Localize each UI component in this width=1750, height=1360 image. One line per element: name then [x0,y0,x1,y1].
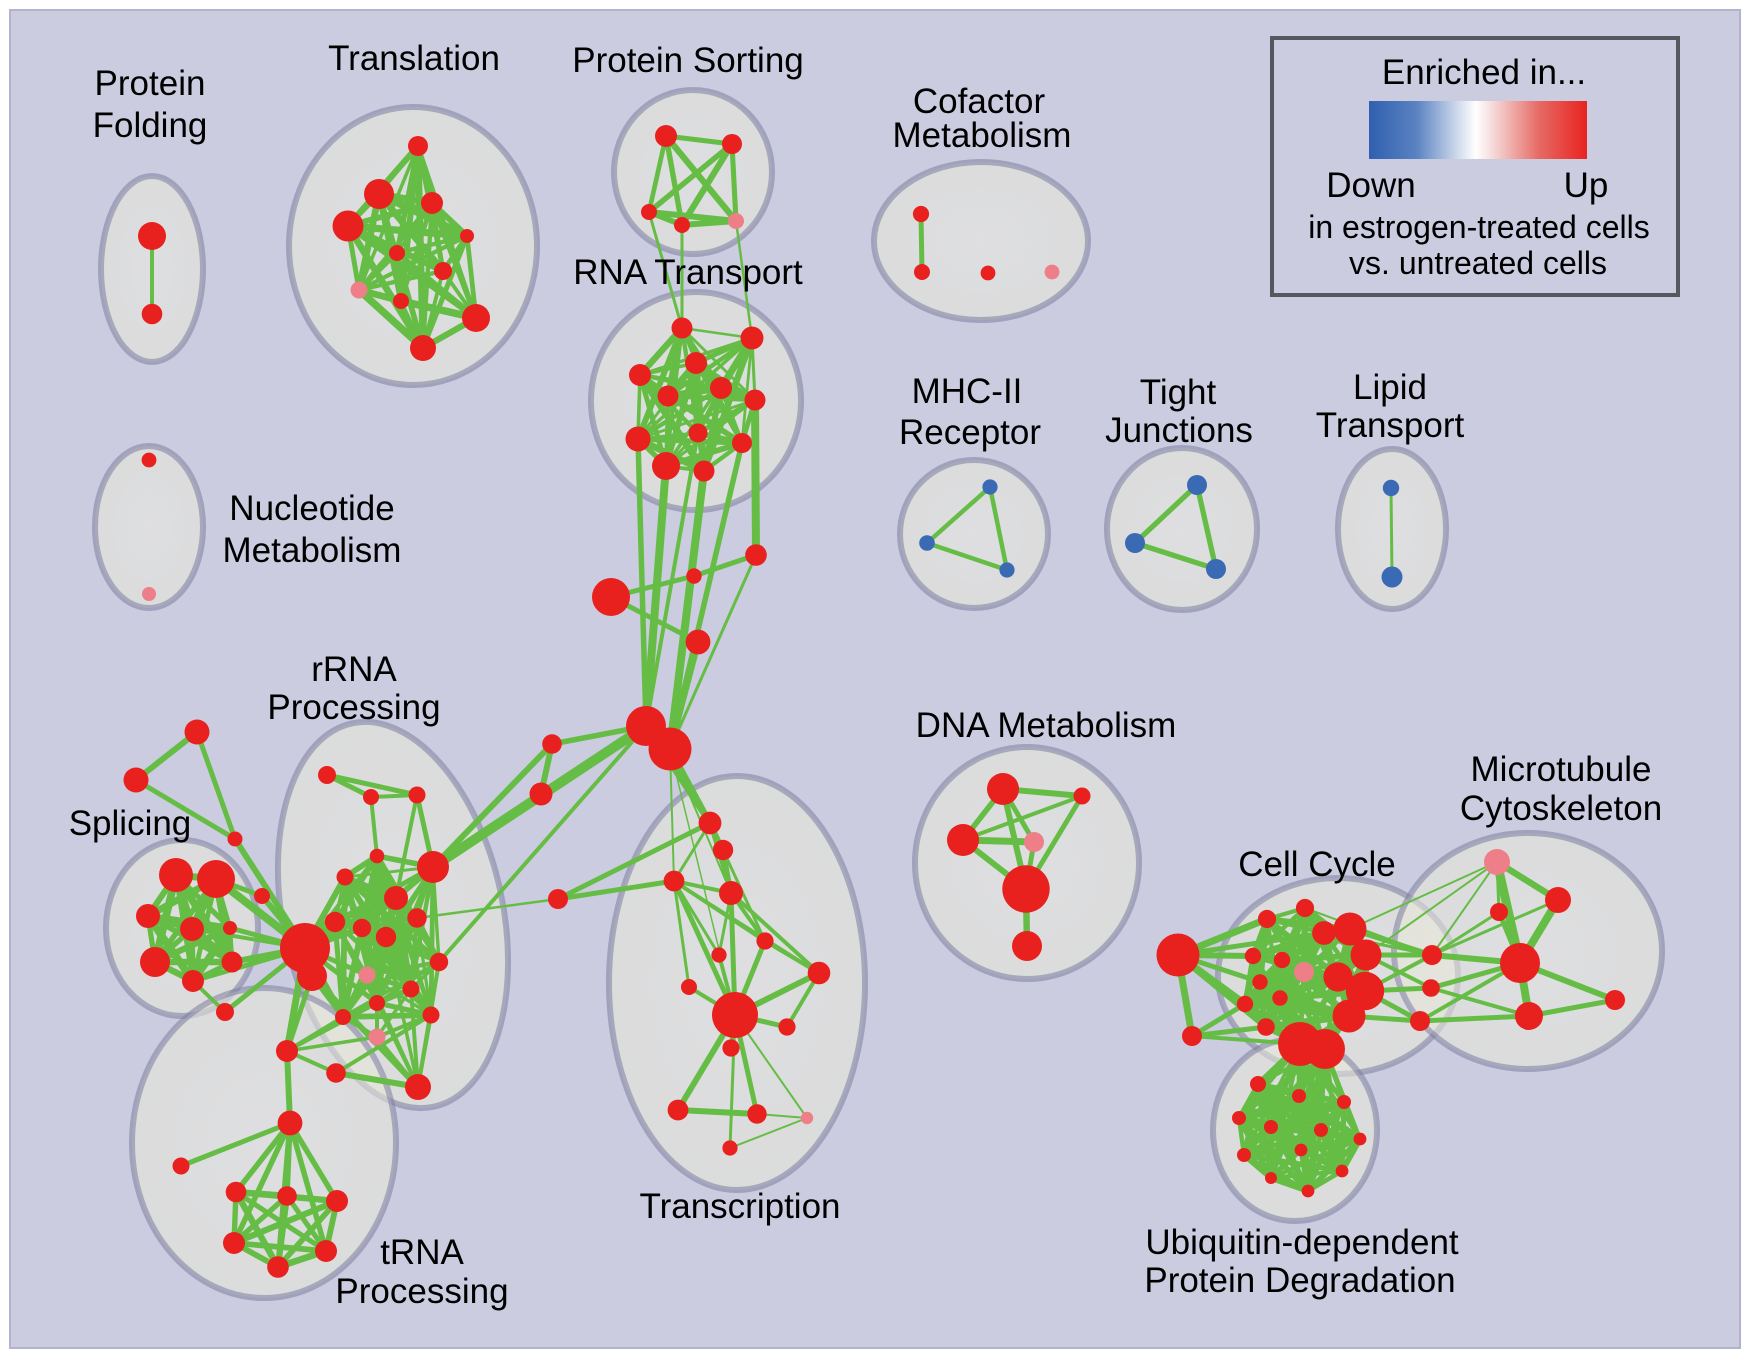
svg-text:Up: Up [1564,166,1609,205]
svg-text:Junctions: Junctions [1105,411,1253,450]
svg-text:Down: Down [1326,166,1415,205]
svg-text:Metabolism: Metabolism [223,531,402,570]
svg-text:Transcription: Transcription [640,1187,841,1226]
svg-text:Tight: Tight [1140,373,1217,412]
svg-text:vs. untreated cells: vs. untreated cells [1349,245,1607,281]
svg-text:Processing: Processing [335,1272,508,1311]
svg-text:DNA Metabolism: DNA Metabolism [916,706,1177,745]
svg-text:Folding: Folding [93,106,208,145]
svg-text:Protein Sorting: Protein Sorting [572,41,804,80]
svg-text:Protein: Protein [95,64,206,103]
svg-text:Cofactor: Cofactor [913,82,1046,121]
svg-text:Processing: Processing [267,688,440,727]
svg-text:Enriched in...: Enriched in... [1382,53,1586,92]
svg-text:tRNA: tRNA [380,1233,464,1272]
svg-text:Metabolism: Metabolism [893,116,1072,155]
svg-text:Ubiquitin-dependent: Ubiquitin-dependent [1145,1223,1459,1262]
svg-text:RNA Transport: RNA Transport [573,253,803,292]
svg-text:Translation: Translation [328,39,500,78]
svg-text:Lipid: Lipid [1353,368,1427,407]
svg-text:Receptor: Receptor [899,413,1041,452]
svg-text:Microtubule: Microtubule [1471,750,1652,789]
svg-text:Splicing: Splicing [69,804,192,843]
svg-text:MHC-II: MHC-II [912,372,1023,411]
svg-text:Transport: Transport [1316,406,1465,445]
svg-text:rRNA: rRNA [311,650,397,689]
svg-text:Cell Cycle: Cell Cycle [1238,845,1396,884]
svg-text:Protein Degradation: Protein Degradation [1144,1261,1455,1300]
svg-text:in estrogen-treated cells: in estrogen-treated cells [1308,209,1650,245]
svg-text:Cytoskeleton: Cytoskeleton [1460,789,1662,828]
svg-text:Nucleotide: Nucleotide [229,489,394,528]
